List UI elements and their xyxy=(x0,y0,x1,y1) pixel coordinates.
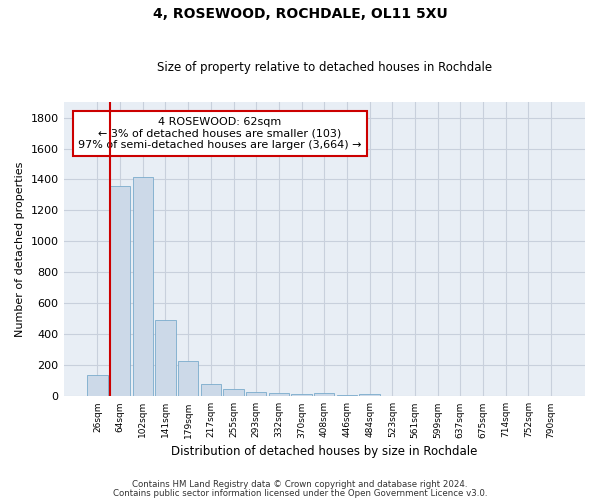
Title: Size of property relative to detached houses in Rochdale: Size of property relative to detached ho… xyxy=(157,62,492,74)
Bar xyxy=(314,393,334,396)
Bar xyxy=(269,393,289,396)
Bar xyxy=(292,394,312,396)
Bar xyxy=(87,374,107,396)
Text: Contains HM Land Registry data © Crown copyright and database right 2024.: Contains HM Land Registry data © Crown c… xyxy=(132,480,468,489)
Bar xyxy=(155,320,176,396)
Bar xyxy=(200,384,221,396)
Bar xyxy=(359,394,380,396)
Bar xyxy=(337,395,357,396)
Text: 4, ROSEWOOD, ROCHDALE, OL11 5XU: 4, ROSEWOOD, ROCHDALE, OL11 5XU xyxy=(152,8,448,22)
Text: Contains public sector information licensed under the Open Government Licence v3: Contains public sector information licen… xyxy=(113,488,487,498)
Bar xyxy=(178,360,199,396)
Bar xyxy=(246,392,266,396)
Text: 4 ROSEWOOD: 62sqm
← 3% of detached houses are smaller (103)
97% of semi-detached: 4 ROSEWOOD: 62sqm ← 3% of detached house… xyxy=(78,117,362,150)
X-axis label: Distribution of detached houses by size in Rochdale: Distribution of detached houses by size … xyxy=(171,444,478,458)
Y-axis label: Number of detached properties: Number of detached properties xyxy=(15,162,25,337)
Bar xyxy=(110,186,130,396)
Bar xyxy=(133,177,153,396)
Bar xyxy=(223,389,244,396)
